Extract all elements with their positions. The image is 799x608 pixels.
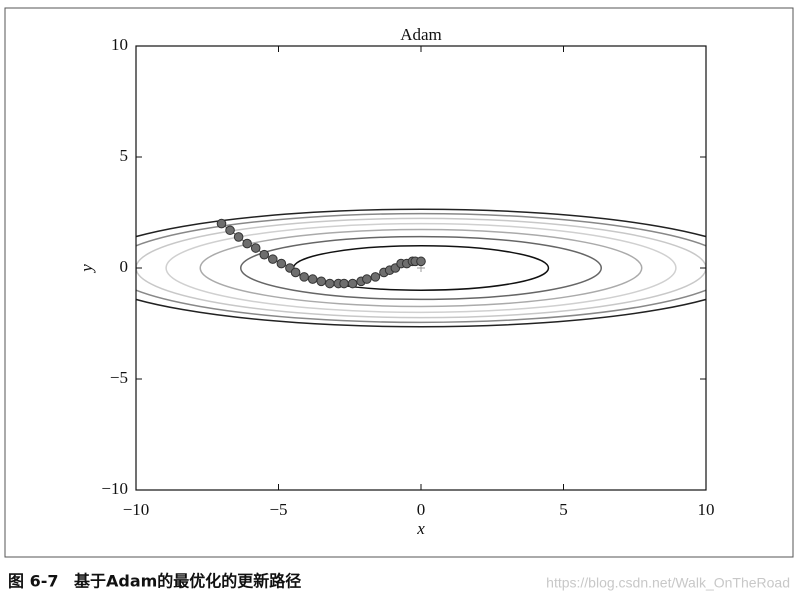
point bbox=[225, 225, 235, 236]
figure-frame bbox=[4, 7, 794, 558]
contour bbox=[136, 217, 706, 319]
chart-title: Adam bbox=[400, 25, 442, 44]
y-axis-label: y bbox=[77, 264, 96, 274]
caption-label: 图 6-7 bbox=[8, 572, 58, 591]
plot-area bbox=[136, 208, 706, 328]
point bbox=[307, 274, 318, 284]
point bbox=[268, 254, 278, 264]
point bbox=[216, 218, 227, 229]
x-axis-label: x bbox=[416, 519, 425, 538]
x-tick-label: −5 bbox=[269, 500, 287, 519]
y-tick-label: 10 bbox=[111, 35, 128, 54]
watermark: https://blog.csdn.net/Walk_OnTheRoad bbox=[546, 575, 790, 591]
point bbox=[250, 243, 261, 253]
point bbox=[233, 232, 244, 242]
x-tick-label: 10 bbox=[698, 500, 715, 519]
point bbox=[316, 276, 327, 287]
point bbox=[290, 267, 301, 278]
contour bbox=[240, 235, 602, 301]
y-tick-label: −10 bbox=[101, 479, 128, 498]
contour bbox=[199, 228, 643, 308]
y-tick-label: 5 bbox=[120, 146, 129, 165]
point bbox=[325, 278, 335, 289]
point bbox=[339, 278, 349, 289]
point bbox=[299, 272, 309, 282]
point bbox=[362, 274, 372, 284]
caption-text: 基于Adam的最优化的更新路径 bbox=[73, 572, 301, 591]
y-tick-label: 0 bbox=[120, 257, 129, 276]
point bbox=[416, 256, 426, 267]
y-tick-label: −5 bbox=[110, 368, 128, 387]
contour bbox=[165, 222, 677, 314]
point bbox=[370, 272, 381, 282]
x-tick-label: −10 bbox=[123, 500, 150, 519]
x-tick-label: 5 bbox=[559, 500, 568, 519]
point bbox=[276, 258, 287, 269]
point bbox=[259, 249, 270, 260]
x-tick-label: 0 bbox=[417, 500, 426, 519]
point bbox=[242, 238, 252, 249]
point bbox=[347, 278, 358, 289]
contour bbox=[136, 208, 706, 328]
contour bbox=[136, 212, 706, 324]
